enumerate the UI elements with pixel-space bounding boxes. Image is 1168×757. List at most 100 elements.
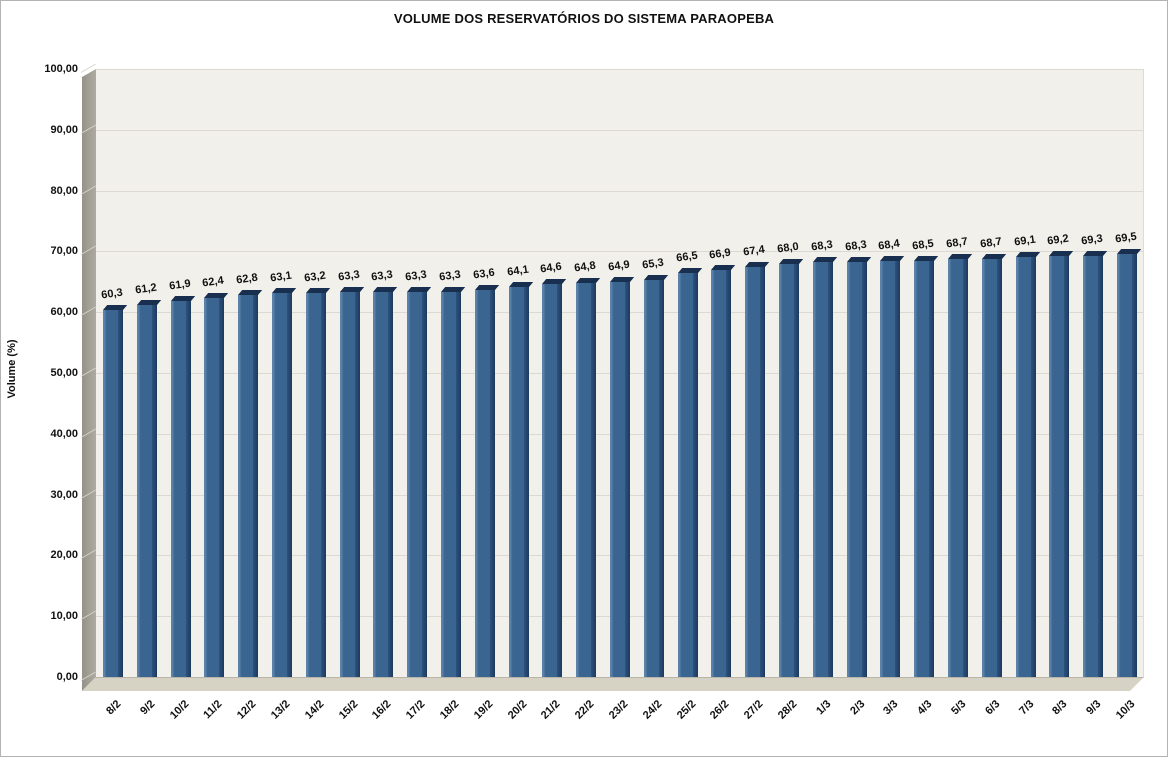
bar-face — [914, 260, 935, 677]
bar-face — [508, 287, 529, 677]
bar-face — [745, 267, 766, 677]
bar — [948, 254, 973, 677]
x-tick-label: 5/3 — [949, 698, 969, 718]
x-tick-label: 23/2 — [606, 698, 631, 722]
bar-face — [643, 279, 664, 677]
x-tick-label: 28/2 — [775, 698, 800, 722]
bar — [440, 287, 466, 677]
y-tick-label: 80,00 — [50, 184, 78, 197]
x-tick-label: 9/3 — [1084, 698, 1104, 718]
x-tick-label: 27/2 — [742, 698, 766, 722]
gridline — [96, 69, 1143, 70]
bar — [610, 277, 635, 677]
bar-top-face — [779, 258, 804, 264]
y-tick-label: 70,00 — [50, 245, 78, 258]
bar — [745, 262, 770, 677]
y-tick-label: 10,00 — [50, 610, 78, 623]
y-tick-label: 90,00 — [50, 123, 78, 136]
bar — [407, 287, 432, 677]
bar-face — [779, 263, 800, 677]
bar-face — [339, 292, 360, 677]
bar-top-face — [914, 255, 939, 261]
bar — [542, 279, 567, 677]
bar — [373, 287, 398, 677]
y-tick-label: 30,00 — [50, 488, 78, 501]
x-tick-label: 12/2 — [234, 698, 259, 722]
bar — [1015, 251, 1040, 677]
gridline — [96, 129, 1143, 131]
bar-face — [238, 295, 259, 677]
x-tick-label: 24/2 — [640, 698, 665, 722]
bar — [136, 299, 161, 677]
bar-face — [576, 283, 597, 677]
bar-top-face — [170, 295, 195, 301]
bar-top-face — [136, 299, 161, 305]
x-tick-label: 19/2 — [471, 698, 496, 722]
y-tick-label: 50,00 — [50, 367, 78, 379]
bar-top-face — [1083, 250, 1108, 256]
bar — [880, 256, 905, 677]
x-tick-label: 17/2 — [404, 698, 428, 722]
bar-top-face — [204, 292, 229, 298]
bar-top-face — [440, 287, 466, 293]
bar-face — [1117, 254, 1138, 677]
bar-face — [677, 272, 698, 677]
y-tick-label: 100,00 — [44, 63, 78, 75]
bar-face — [271, 293, 292, 677]
bar-face — [1083, 255, 1104, 677]
bar — [271, 288, 297, 677]
x-tick-label: 22/2 — [573, 698, 597, 722]
bar — [846, 256, 871, 677]
bar — [711, 265, 736, 677]
bar — [914, 255, 939, 677]
bar — [474, 285, 499, 677]
bar-face — [170, 300, 191, 677]
bar — [1117, 249, 1142, 677]
y-tick-label: 40,00 — [50, 427, 78, 440]
bar-top-face — [508, 282, 533, 288]
bar-face — [846, 261, 867, 677]
bar-face — [305, 292, 326, 677]
bar-face — [136, 304, 157, 677]
x-tick-label: 10/3 — [1113, 698, 1138, 722]
bar — [1049, 251, 1074, 677]
bar-face — [542, 284, 563, 677]
x-tick-label: 6/3 — [983, 698, 1003, 718]
chart-3d-floor — [82, 677, 1144, 691]
bar-face — [880, 261, 901, 677]
bar-face — [981, 259, 1002, 677]
bar — [576, 278, 601, 677]
chart-title: VOLUME DOS RESERVATÓRIOS DO SISTEMA PARA… — [393, 11, 775, 26]
bar — [677, 267, 702, 677]
bar-top-face — [677, 267, 702, 273]
x-tick-label: 8/2 — [104, 698, 124, 718]
x-tick-label: 18/2 — [437, 698, 462, 722]
y-tick-label: 0,00 — [56, 671, 78, 683]
bar — [339, 287, 364, 677]
bar-top-face — [643, 274, 668, 280]
x-tick-label: 9/2 — [137, 698, 158, 718]
bar — [508, 282, 533, 677]
bar-face — [711, 270, 732, 677]
bar — [779, 258, 804, 677]
bar — [981, 254, 1007, 677]
bar-face — [440, 292, 461, 677]
bar-top-face — [339, 287, 364, 293]
bar-face — [204, 297, 225, 677]
gridline — [96, 190, 1143, 192]
y-tick-label: 60,00 — [50, 306, 78, 319]
bar-face — [373, 292, 394, 677]
bar-top-face — [305, 287, 330, 293]
bar-face — [474, 290, 495, 677]
gridline — [96, 251, 1143, 253]
x-tick-label: 14/2 — [302, 698, 327, 722]
x-tick-label: 13/2 — [268, 698, 293, 722]
bar — [305, 287, 330, 677]
bar-face — [102, 310, 123, 677]
bar-face — [812, 261, 833, 677]
bar — [643, 274, 668, 677]
x-tick-label: 1/3 — [814, 698, 834, 718]
y-axis-title: Volume (%) — [6, 339, 18, 399]
bar — [170, 295, 195, 677]
